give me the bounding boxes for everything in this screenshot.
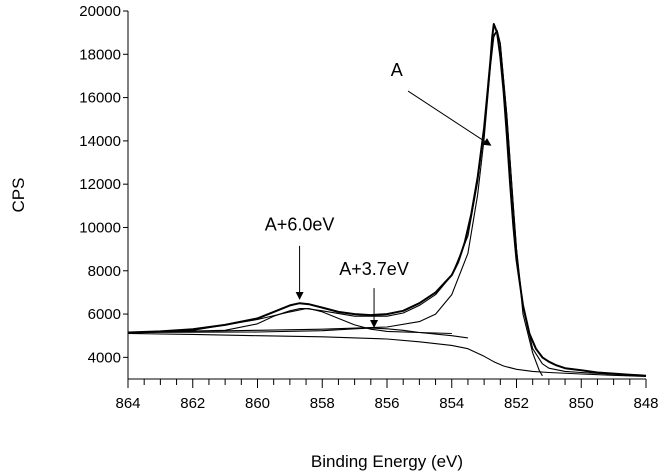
y-tick-label: 14000: [79, 133, 121, 150]
x-tick-label: 860: [245, 395, 270, 412]
y-tick-label: 18000: [79, 46, 121, 63]
y-tick-label: 16000: [79, 90, 121, 107]
annotation-arrow: [407, 90, 492, 146]
x-tick-label: 854: [439, 395, 464, 412]
x-tick-label: 848: [633, 395, 658, 412]
series-background: [127, 332, 647, 377]
y-tick-label: 10000: [79, 219, 121, 236]
y-tick-label: 12000: [79, 176, 121, 193]
annotation-label: A: [391, 60, 403, 80]
x-tick-label: 858: [310, 395, 335, 412]
x-tick-label: 852: [504, 395, 529, 412]
y-tick-label: 6000: [88, 306, 121, 323]
y-axis-title: CPS: [9, 178, 28, 213]
annotation-label: A+3.7eV: [339, 259, 409, 279]
y-tick-label: 20000: [79, 3, 121, 20]
plot-lines: [127, 23, 647, 377]
series-measured: [127, 23, 647, 377]
y-tick-label: 4000: [88, 349, 121, 366]
x-tick-label: 864: [115, 395, 140, 412]
series-component-A+3.7eV: [127, 327, 468, 339]
x-tick-label: 862: [180, 395, 205, 412]
x-axis-title: Binding Energy (eV): [311, 452, 463, 471]
series-component-A+6.0eV: [127, 308, 452, 335]
annotations: A A+6.0eV A+3.7eV: [265, 60, 492, 329]
axes: 864 862 860 858 856 854 852 850 848 4000 6000 8000 1…: [79, 3, 658, 412]
annotation-label: A+6.0eV: [265, 215, 335, 235]
y-tick-label: 8000: [88, 263, 121, 280]
x-tick-label: 850: [569, 395, 594, 412]
x-tick-label: 856: [374, 395, 399, 412]
series-fit-envelope: [127, 29, 647, 377]
series-component-A: [127, 29, 543, 377]
